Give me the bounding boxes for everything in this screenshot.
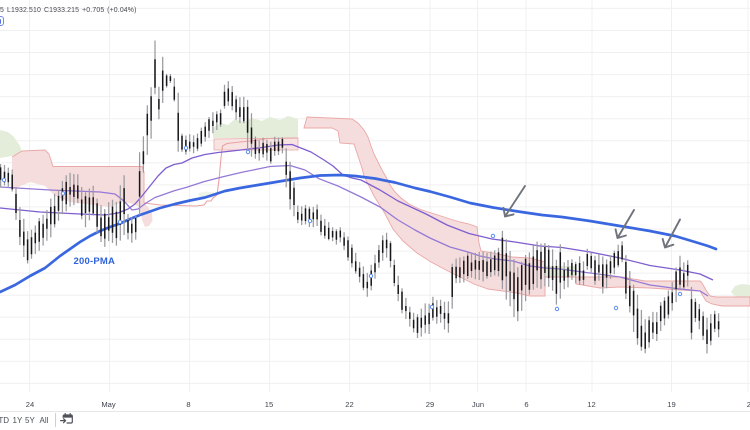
svg-text:Jun: Jun: [472, 400, 484, 409]
svg-text:6: 6: [524, 400, 528, 409]
svg-text:May: May: [101, 400, 116, 409]
svg-text:19: 19: [667, 400, 675, 409]
svg-text:26: 26: [747, 400, 750, 409]
svg-text:8: 8: [186, 400, 190, 409]
svg-text:29: 29: [426, 400, 434, 409]
svg-text:24: 24: [26, 400, 34, 409]
svg-text:15: 15: [265, 400, 273, 409]
svg-text:12: 12: [587, 400, 595, 409]
svg-text:22: 22: [345, 400, 353, 409]
